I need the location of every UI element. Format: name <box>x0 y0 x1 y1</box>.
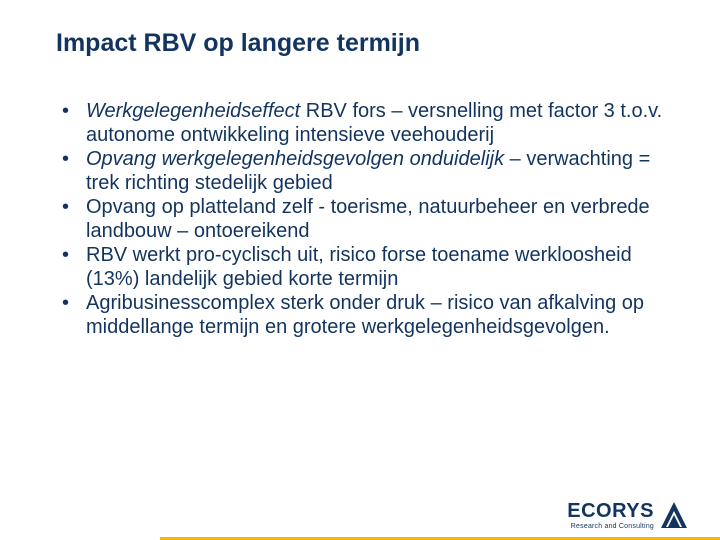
ecorys-logo: ECORYS Research and Consulting <box>567 501 688 530</box>
slide: Impact RBV op langere termijn Werkgelege… <box>0 0 720 540</box>
slide-title: Impact RBV op langere termijn <box>56 28 664 59</box>
logo-tagline: Research and Consulting <box>571 523 654 530</box>
list-item: Opvang werkgelegenheidsgevolgen onduidel… <box>56 147 664 195</box>
list-item: Opvang op platteland zelf - toerisme, na… <box>56 195 664 243</box>
bullet-text: RBV werkt pro-cyclisch uit, risico forse… <box>86 244 632 290</box>
logo-wordmark: ECORYS <box>567 501 654 521</box>
bullet-text: Agribusinesscomplex sterk onder druk – r… <box>86 292 644 338</box>
triangle-icon <box>660 501 688 529</box>
list-item: Agribusinesscomplex sterk onder druk – r… <box>56 291 664 339</box>
bullet-text: Opvang op platteland zelf - toerisme, na… <box>86 196 650 242</box>
bullet-italic: Werkgelegenheidseffect <box>86 100 300 122</box>
list-item: RBV werkt pro-cyclisch uit, risico forse… <box>56 243 664 291</box>
slide-footer: ECORYS Research and Consulting <box>0 486 720 540</box>
list-item: Werkgelegenheidseffect RBV fors – versne… <box>56 99 664 147</box>
bullet-list: Werkgelegenheidseffect RBV fors – versne… <box>56 99 664 339</box>
bullet-italic: Opvang werkgelegenheidsgevolgen onduidel… <box>86 148 504 170</box>
logo-text: ECORYS Research and Consulting <box>567 501 654 530</box>
